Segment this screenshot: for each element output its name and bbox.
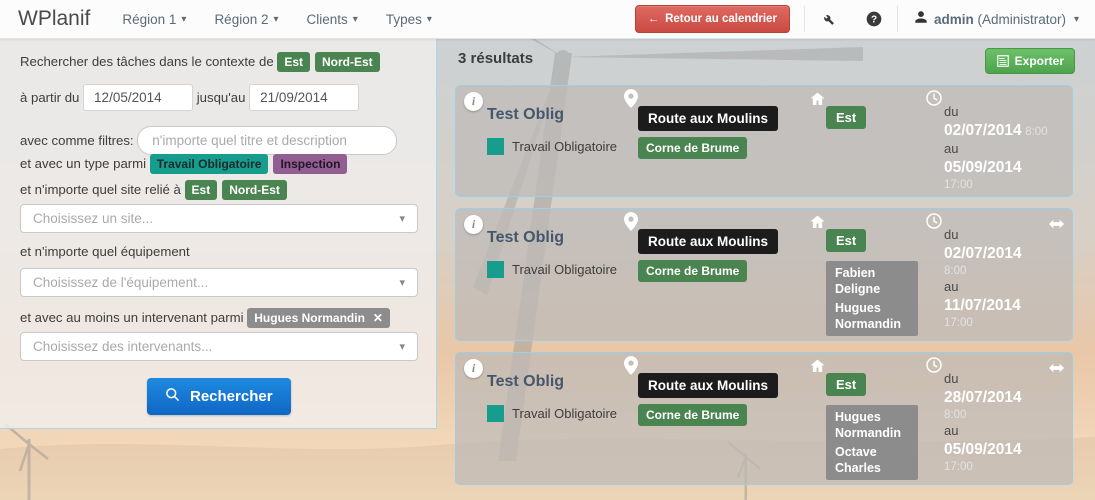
- svg-text:?: ?: [871, 14, 877, 25]
